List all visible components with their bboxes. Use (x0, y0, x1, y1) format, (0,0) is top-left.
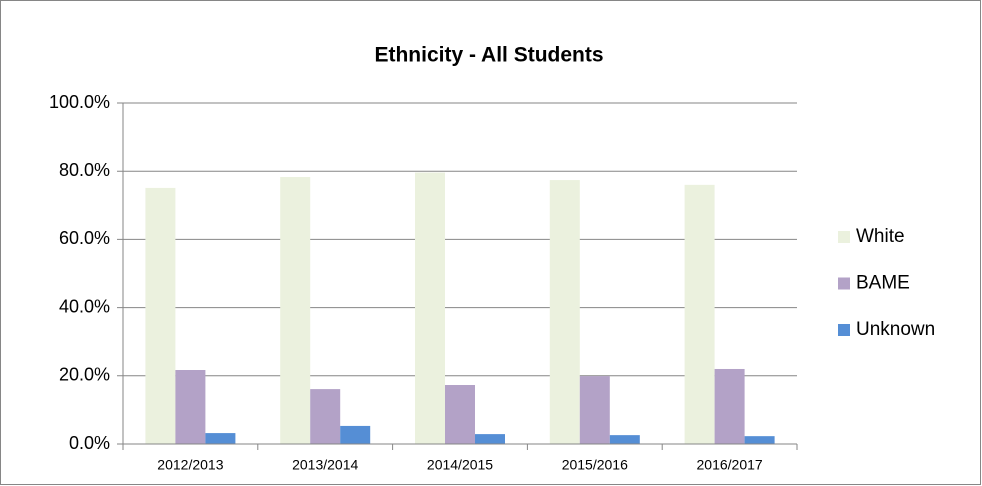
x-tick-label: 2012/2013 (157, 457, 223, 473)
x-tick-label: 2015/2016 (562, 457, 628, 473)
bar (340, 425, 371, 444)
bar (714, 368, 745, 444)
chart-title: Ethnicity - All Students (374, 44, 603, 67)
bar (475, 434, 505, 444)
legend-label: BAME (856, 273, 910, 294)
y-tick-label: 40.0% (59, 296, 110, 316)
bar (280, 176, 311, 444)
bar (744, 436, 775, 444)
y-tick-label: 20.0% (59, 365, 110, 385)
x-tick-label: 2013/2014 (292, 457, 358, 473)
legend-label: White (856, 226, 905, 247)
bar (310, 389, 341, 444)
bar (609, 435, 640, 444)
x-tick-label: 2016/2017 (697, 457, 763, 473)
y-tick-label: 100.0% (49, 92, 110, 112)
legend-swatch (838, 231, 850, 243)
legend-swatch (838, 277, 850, 290)
bar (684, 184, 715, 444)
x-tick-label: 2014/2015 (427, 457, 493, 473)
bar (175, 370, 206, 444)
bar (445, 385, 475, 444)
bar (205, 433, 236, 444)
legend-label: Unknown (856, 319, 935, 340)
y-tick-label: 60.0% (59, 228, 110, 248)
y-tick-label: 0.0% (69, 433, 110, 453)
bar (145, 187, 176, 444)
bar (415, 172, 445, 444)
bar (549, 180, 580, 445)
legend-swatch (838, 324, 850, 336)
y-tick-label: 80.0% (59, 160, 110, 180)
bar (579, 376, 610, 444)
